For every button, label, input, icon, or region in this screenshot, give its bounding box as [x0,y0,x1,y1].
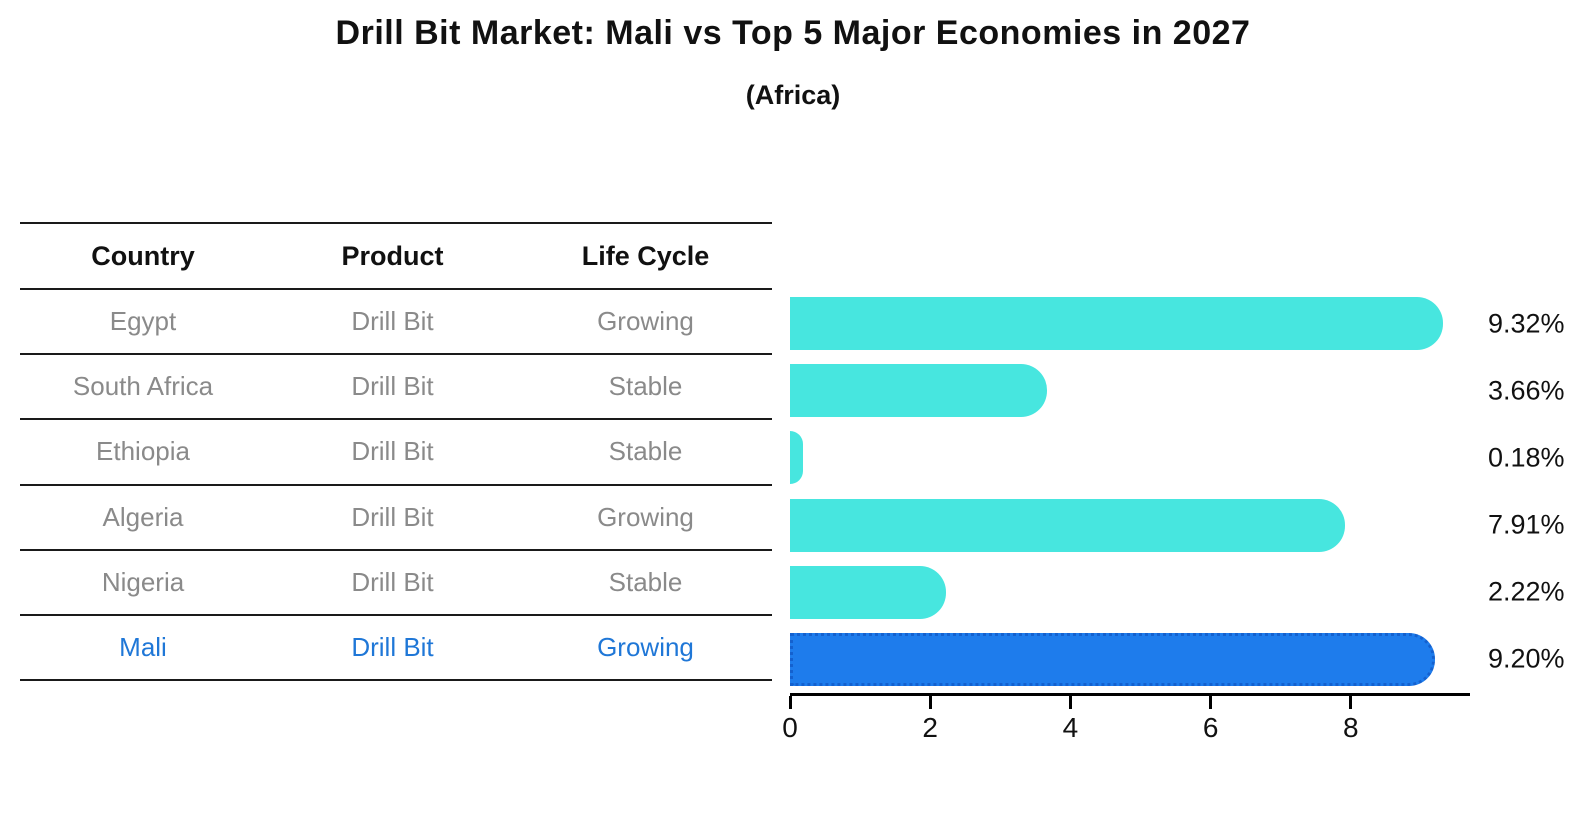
table-row-egypt: Egypt Drill Bit Growing [20,290,772,356]
bar-row-ethiopia: 0.18% [790,424,1565,491]
bar-nigeria [790,565,946,619]
cell-life-cycle: Growing [597,501,694,532]
tick-mark [788,696,792,709]
tick-mark [1068,696,1072,709]
cell-product: Drill Bit [351,371,434,402]
bar-value-label: 3.66% [1488,375,1565,406]
cell-product: Drill Bit [351,501,434,532]
bar-row-south-africa: 3.66% [790,357,1565,424]
tick-label: 8 [1343,712,1359,743]
country-table: Country Product Life Cycle Egypt Drill B… [20,222,772,682]
header-product: Product [341,240,444,271]
bar-value-label: 9.32% [1488,308,1565,339]
cell-life-cycle: Stable [608,566,683,597]
tick-label: 6 [1202,712,1219,743]
tick-label: 4 [1062,712,1079,743]
bar-value-label: 0.18% [1488,442,1565,473]
table-row-nigeria: Nigeria Drill Bit Stable [20,551,772,616]
bar-algeria [790,498,1345,552]
bar-row-mali: 9.20% [790,626,1565,693]
page-title: Drill Bit Market: Mali vs Top 5 Major Ec… [335,14,1251,52]
table-row-mali: Mali Drill Bit Growing [20,616,772,682]
bar-mali-highlighted [790,632,1435,686]
cell-country: Nigeria [101,566,185,597]
cell-life-cycle: Stable [608,436,683,467]
tick-mark [928,696,932,709]
cell-product: Drill Bit [351,436,434,467]
table-row-algeria: Algeria Drill Bit Growing [20,486,772,551]
bar-row-nigeria: 2.22% [790,559,1565,626]
tick-label: 2 [922,712,938,743]
table-row-south-africa: South Africa Drill Bit Stable [20,355,772,421]
cell-product: Drill Bit [351,566,434,597]
cell-country: Ethiopia [96,436,190,467]
header-country: Country [91,240,195,271]
bar-chart: 9.32% 3.66% 0.18% 7.91% 2.22% 9.20% [790,290,1565,693]
cell-country: Algeria [102,501,184,532]
cell-life-cycle: Growing [597,632,694,663]
bar-value-label: 2.22% [1488,576,1565,607]
table-row-ethiopia: Ethiopia Drill Bit Stable [20,420,772,486]
bar-value-label: 7.91% [1488,509,1565,540]
page-subtitle: (Africa) [745,80,841,110]
header-life-cycle: Life Cycle [581,240,710,271]
bar-ethiopia [790,431,803,485]
cell-product: Drill Bit [351,632,434,663]
cell-life-cycle: Stable [608,371,683,402]
cell-life-cycle: Growing [597,306,694,337]
bar-value-label: 9.20% [1488,643,1565,674]
bar-row-algeria: 7.91% [790,492,1565,559]
x-axis: 0 2 4 6 8 [782,693,1470,748]
tick-label: 0 [782,712,798,743]
cell-country: South Africa [72,371,214,402]
bar-south-africa [790,364,1047,418]
bar-egypt [790,297,1444,350]
table-header-row: Country Product Life Cycle [20,224,772,290]
tick-mark [1209,696,1213,709]
tick-mark [1349,696,1353,709]
cell-country: Egypt [109,306,177,337]
cell-country: Mali [119,632,167,663]
cell-product: Drill Bit [351,306,434,337]
bar-row-egypt: 9.32% [790,290,1565,357]
